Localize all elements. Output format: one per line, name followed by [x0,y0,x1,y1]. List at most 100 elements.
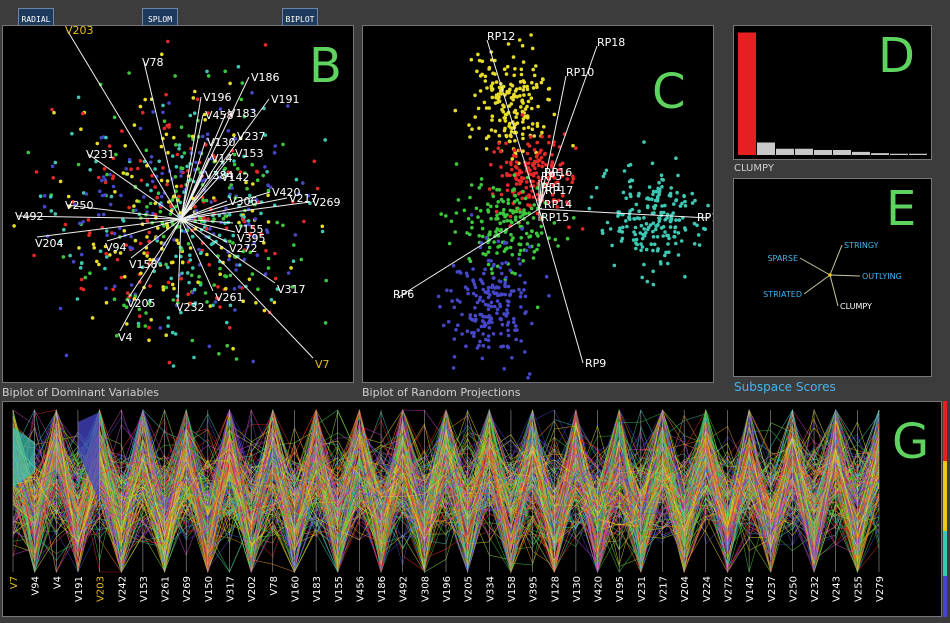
data-point [178,200,183,205]
data-point [472,334,476,339]
data-point [180,260,185,264]
data-point [521,259,525,263]
data-point [135,199,139,203]
vector-v306 [180,200,228,220]
data-point [495,251,499,255]
data-point [167,101,171,105]
data-point [77,246,81,250]
data-point [522,93,526,97]
dominant-variables-biplot[interactable]: V203V78V186V191V196V458V183V237V130V153V… [3,26,353,382]
data-point [506,284,511,289]
data-point [147,302,151,306]
data-point [619,229,623,234]
data-point [540,77,545,81]
data-point [478,295,483,300]
data-point [186,242,191,246]
data-point [523,211,528,216]
vector-label: RP14 [544,198,572,211]
data-point [156,191,161,195]
vector-rp18 [538,45,598,210]
data-point [255,253,260,257]
data-point [97,262,101,267]
data-point [649,242,653,246]
data-point [536,163,541,168]
axis-label: V308 [420,576,431,602]
data-point [52,110,56,115]
data-point [492,150,496,154]
data-point [159,144,164,149]
data-point [225,343,229,348]
data-point [486,334,491,338]
data-point [111,176,115,181]
data-point [254,198,259,202]
data-point [232,287,237,291]
data-point [494,209,499,214]
data-point [147,325,151,330]
data-point [520,196,524,201]
data-point [512,289,516,293]
data-point [571,174,575,179]
subspace-scores-glyph[interactable]: SPARSE STRINGY OUTLYING STRIATED CLUMPY [734,179,931,376]
data-point [519,105,523,109]
data-point [580,227,585,231]
data-point [544,274,549,279]
subspace-scores-panel[interactable]: SPARSE STRINGY OUTLYING STRIATED CLUMPY E [733,178,932,377]
data-point [248,199,252,204]
data-point [177,147,181,151]
data-point [86,218,91,222]
data-point [504,241,509,245]
data-point [197,274,201,279]
dominant-variables-biplot-panel[interactable]: V203 V78 V186 V191 V196 V458 V183 V237 V130 V153 V… [2,25,354,383]
data-point [535,85,539,89]
data-point [166,200,171,204]
axis-label: V243 [832,576,843,602]
data-point [539,155,544,160]
data-point [515,165,519,170]
data-point [492,240,496,244]
data-point [501,109,505,114]
data-point [192,287,197,292]
data-point [520,132,525,136]
data-point [560,161,565,166]
data-point [633,217,637,221]
data-point [103,244,108,249]
vector-label: V306 [229,195,258,208]
score-histogram-panel[interactable]: D [733,25,932,160]
data-point [176,301,180,305]
vector-label: V272 [229,242,258,255]
data-point [624,219,628,223]
data-point [511,188,515,192]
data-point [242,215,246,219]
data-point [53,212,58,216]
score-label: STRINGY [844,241,879,250]
vector-label: V94 [105,241,127,254]
axis-label: V269 [182,576,193,602]
parallel-coordinates-panel[interactable]: V7 V94 V4 V191 V203 V242 V153 V261 V269 V150 V317 V… [2,401,942,617]
data-point [155,239,160,243]
data-point [155,195,159,200]
data-point [476,328,480,332]
data-point [547,140,551,145]
splom-button[interactable]: SPLOM [142,8,178,30]
data-point [497,133,502,138]
data-point [526,203,530,207]
data-point [651,248,655,253]
data-point [104,229,109,233]
data-point [492,262,496,267]
parallel-coordinates-plot[interactable]: V7 V94 V4 V191 V203 V242 V153 V261 V269 V150 V317 V… [3,402,941,616]
data-point [530,80,534,85]
data-point [487,325,492,330]
data-point [452,355,457,359]
data-point [519,236,523,240]
vector-rp19 [538,208,710,219]
vector-v78 [143,61,182,220]
data-point [515,111,519,116]
data-point [508,133,513,137]
vector-label: V205 [127,297,156,310]
data-point [172,238,176,242]
data-point [517,201,522,205]
data-point [513,139,517,143]
data-point [323,138,328,142]
